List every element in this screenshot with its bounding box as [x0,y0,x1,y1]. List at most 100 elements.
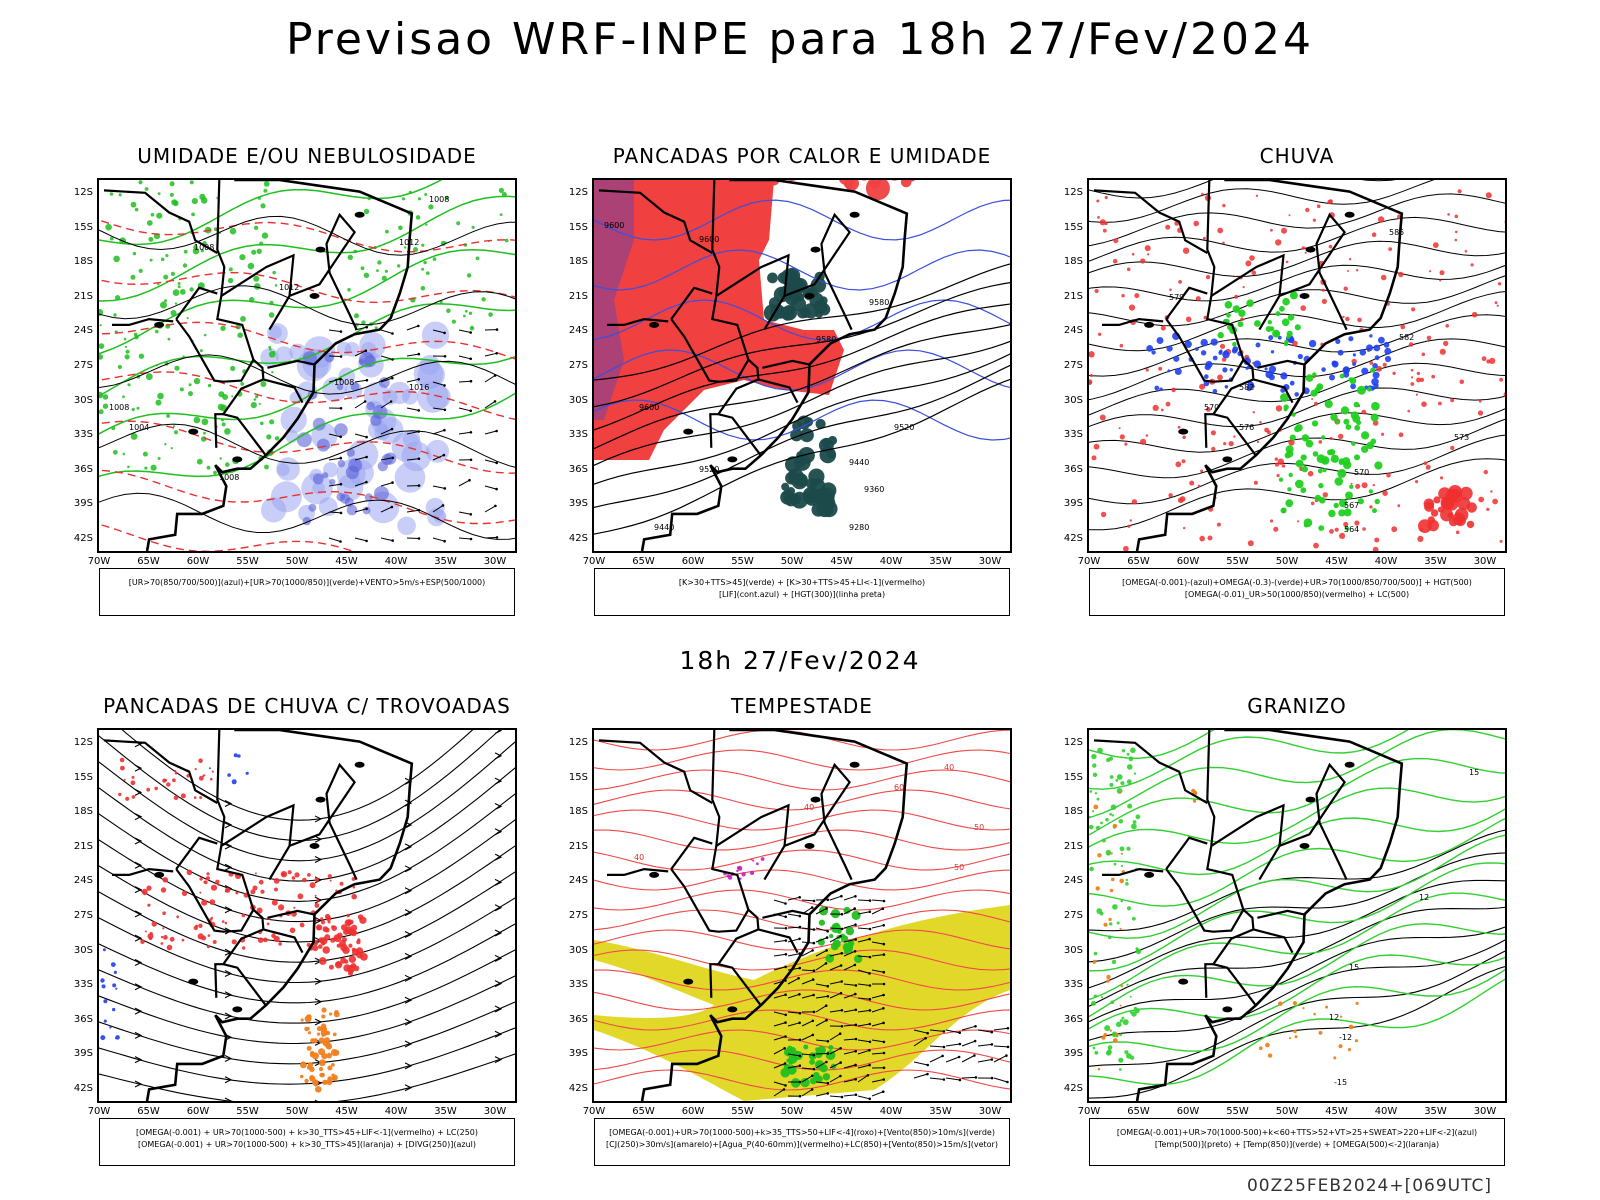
wind-vector [406,353,419,357]
thunder-red [181,890,188,896]
wind-vector [857,983,870,986]
thunder-red [235,891,239,895]
divergence-blue [208,767,211,770]
rain-red [1099,414,1106,421]
humidity-contour [99,392,515,478]
humidity-area-low [206,465,211,470]
wind-vector [458,329,471,333]
flow-arrow [404,909,413,917]
thunder-orange [322,1079,328,1085]
moist-area [815,418,826,430]
flow-arrow [134,861,143,869]
state-border [112,867,174,876]
thunder-red [263,937,268,943]
temp850-detail [1120,864,1123,868]
lat-tick-label: 30S [568,944,588,956]
vector-head [469,331,473,334]
humidity-area-low [271,371,274,374]
vector-head [339,511,343,515]
omega-orange [1318,1030,1323,1035]
thunder-red [289,927,296,934]
vector-head [798,1038,802,1042]
flow-arrow [134,910,143,918]
rain-blue [1268,365,1277,373]
lat-tick-label: 42S [1063,1083,1083,1094]
wind-vector [871,954,884,957]
vector-head [868,937,871,941]
humidity-core [316,438,330,452]
temp850-contour [1089,978,1505,1086]
vector-head [990,1076,994,1080]
wind-vector [380,428,393,435]
height-label: 9360 [864,485,884,494]
temp850-detail [1105,849,1112,856]
vector-head [826,995,830,998]
rain-red [1311,398,1314,400]
thunder-red [314,894,317,897]
state-border [709,963,719,998]
lake-mark [1299,842,1310,849]
contour-label: 15 [1349,963,1359,972]
wind-vector [406,537,420,539]
legend-box: [UR>70(850/700/500)](azul)+[UR>70(1000/8… [99,568,515,616]
moist-area [781,482,790,491]
vector-head [469,537,473,541]
rain-green [1350,411,1359,420]
wind-vector [787,1022,800,1027]
rain-blue [1383,341,1390,348]
state-border [263,928,304,954]
storm-purple [756,862,759,866]
lon-tick-label: 60W [681,556,705,567]
omega-orange [1101,1035,1106,1040]
humidity-area-low [109,192,114,196]
jet-gap [594,960,714,1018]
rain-green [1312,372,1317,377]
panel-title: TEMPESTADE [731,694,873,718]
thickness-line [99,371,515,420]
humidity-area-low [224,428,231,435]
state-border [607,317,669,326]
thunder-orange [321,1014,326,1019]
vector-head [441,504,445,507]
humidity-area-low [263,188,268,193]
wind-vector [829,927,843,930]
thunder-orange [306,1027,310,1031]
lif-contour [594,249,1010,291]
temp850-detail [1109,775,1114,779]
wind-850 [809,1059,815,1065]
rain-red [1357,317,1362,323]
humidity-area-low [155,399,162,406]
rain-red [1316,204,1321,208]
divergence-blue [100,1035,106,1041]
vector-head [812,928,816,931]
temp500-contour [1089,879,1505,989]
legend-line: [K>30+TTS>45](verde) + [K>30+TTS>45+LI<-… [678,578,926,587]
thunder-red [347,965,355,973]
rain-red [1089,379,1093,385]
water-contour [594,929,1010,951]
lat-tick-label: 21S [1063,840,1083,852]
wind-vector [801,1075,813,1083]
rain-red [1253,480,1258,485]
wind-vector [773,1011,786,1016]
humidity-area-low [220,325,226,331]
temp850-detail [1111,814,1115,817]
rain-red [1433,496,1441,504]
lat-tick-label: 27S [568,360,588,371]
rain-red [1145,368,1149,372]
rain-red [1443,340,1449,347]
moist-area [821,437,832,448]
lat-tick-label: 21S [73,840,93,852]
thunder-orange [304,1015,312,1023]
temp850-detail [1091,753,1097,760]
humidity-area-low [363,208,370,215]
temp850-detail [1129,1011,1133,1014]
wind-vector [843,950,856,957]
rain-green [1324,399,1333,409]
flow-arrow [404,887,413,895]
humidity-area-low [192,247,200,255]
wind-vector [787,896,800,901]
height-label: 564 [1344,525,1359,534]
rain-red [1096,199,1100,203]
wind-vector [993,1027,1008,1031]
